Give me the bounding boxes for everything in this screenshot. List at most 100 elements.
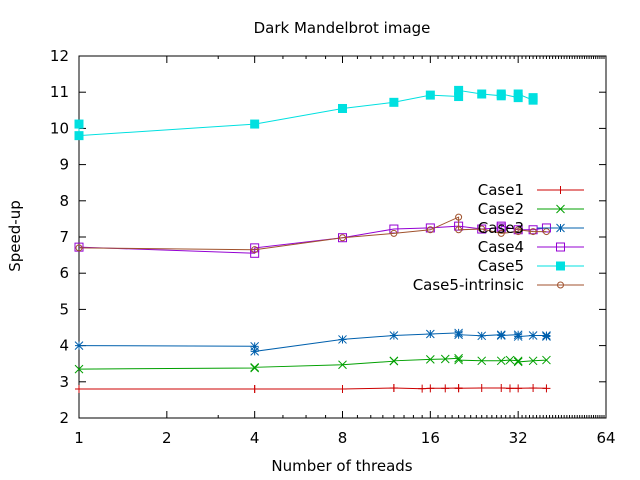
data-point-case1: [426, 384, 435, 393]
data-point-case5: [425, 90, 435, 100]
legend-label-case1: Case1: [478, 181, 524, 199]
series-line-case2: [78, 357, 547, 370]
x-axis-label: Number of threads: [271, 457, 412, 475]
data-point-case3: [496, 331, 506, 340]
x-tick-label: 32: [509, 429, 528, 447]
data-point-case1: [441, 384, 450, 393]
legend-marker-case5: [556, 261, 565, 271]
data-point-case3: [542, 332, 551, 341]
y-tick-label: 3: [59, 373, 69, 391]
series-line-case4: [78, 225, 547, 254]
data-point-case1: [454, 384, 463, 393]
legend-label-case3: Case3: [478, 219, 524, 237]
data-point-case1: [338, 385, 347, 394]
legend-marker-case1: [556, 186, 565, 194]
data-point-case5-intrinsic: [390, 229, 398, 237]
legend-label-case2: Case2: [478, 200, 524, 218]
data-point-case3: [338, 335, 347, 344]
data-point-case5: [477, 89, 487, 99]
y-tick-label: 12: [50, 47, 69, 65]
data-point-case5-intrinsic: [497, 229, 505, 237]
legend-marker-case4: [556, 242, 565, 252]
data-point-case5: [250, 119, 260, 129]
series-case5-intrinsic: [75, 213, 550, 254]
data-point-case1: [389, 383, 398, 392]
data-point-case5: [74, 131, 84, 141]
series-line-case5: [78, 89, 534, 137]
data-point-case3: [528, 331, 538, 340]
data-point-case2: [454, 353, 463, 363]
data-point-case5-intrinsic: [251, 246, 259, 254]
series-case2: [74, 353, 551, 374]
data-point-case5-intrinsic: [455, 226, 463, 234]
data-point-case2: [74, 364, 84, 374]
data-point-case1: [529, 383, 538, 392]
data-point-case5: [496, 89, 506, 99]
data-point-case2: [513, 356, 523, 366]
data-point-case5-intrinsic: [455, 213, 463, 221]
data-point-case5-intrinsic: [514, 226, 522, 234]
data-point-case5-intrinsic: [339, 234, 346, 242]
x-tick-label: 2: [162, 429, 172, 447]
data-point-case1: [250, 385, 259, 394]
data-point-case3: [74, 341, 84, 350]
data-point-case2: [477, 356, 487, 366]
data-point-case4: [528, 225, 538, 235]
y-axis-label: Speed-up: [6, 200, 24, 271]
data-point-case1: [477, 383, 486, 392]
chart-title: Dark Mandelbrot image: [254, 19, 431, 37]
data-point-case4: [250, 243, 260, 253]
x-tick-label: 8: [338, 429, 348, 447]
y-tick-label: 4: [59, 337, 69, 355]
data-point-case2: [425, 355, 435, 364]
data-point-case3: [454, 330, 463, 340]
y-tick-label: 9: [59, 156, 69, 174]
legend-marker-case2: [556, 204, 565, 214]
data-point-case3: [250, 347, 260, 356]
data-point-case2: [528, 356, 538, 366]
legend-label-case5-intrinsic: Case5-intrinsic: [413, 276, 524, 294]
y-tick-label: 8: [59, 192, 69, 210]
data-point-case1: [418, 384, 427, 393]
data-point-case2: [513, 357, 523, 367]
data-point-case5: [513, 89, 523, 99]
data-point-case2: [496, 356, 506, 366]
series-line-case1: [79, 387, 547, 390]
data-point-case5-intrinsic: [542, 228, 550, 236]
y-tick-label: 7: [59, 228, 69, 246]
data-point-case5: [74, 119, 84, 129]
series-case1: [75, 383, 551, 394]
series-line-case3: [78, 332, 547, 352]
x-tick-label: 64: [596, 429, 615, 447]
series-layer: [74, 85, 551, 394]
data-point-case1: [497, 383, 506, 392]
data-point-case2: [440, 354, 450, 364]
data-point-case2: [505, 355, 515, 365]
data-point-case5: [338, 103, 347, 113]
data-point-case1: [542, 384, 551, 393]
data-point-case5: [528, 93, 538, 103]
data-point-case1: [514, 384, 523, 393]
data-point-case3: [389, 331, 399, 340]
y-tick-label: 10: [50, 119, 69, 137]
data-point-case2: [250, 363, 260, 373]
data-point-case5: [389, 97, 399, 107]
data-point-case2: [454, 355, 463, 365]
x-tick-label: 16: [421, 429, 440, 447]
data-point-case5-intrinsic: [75, 244, 83, 252]
data-point-case2: [338, 360, 347, 370]
legend-marker-case5-intrinsic: [557, 281, 564, 289]
legend-marker-case3: [556, 223, 565, 233]
data-point-case5-intrinsic: [426, 226, 434, 234]
data-point-case5-intrinsic: [514, 228, 522, 236]
data-point-case4: [513, 225, 523, 235]
data-point-case2: [389, 356, 399, 366]
data-point-case5: [454, 85, 464, 95]
data-point-case5-intrinsic: [478, 225, 486, 233]
data-point-case3: [513, 332, 523, 341]
y-tick-label: 2: [59, 409, 69, 427]
data-point-case2: [542, 355, 551, 365]
